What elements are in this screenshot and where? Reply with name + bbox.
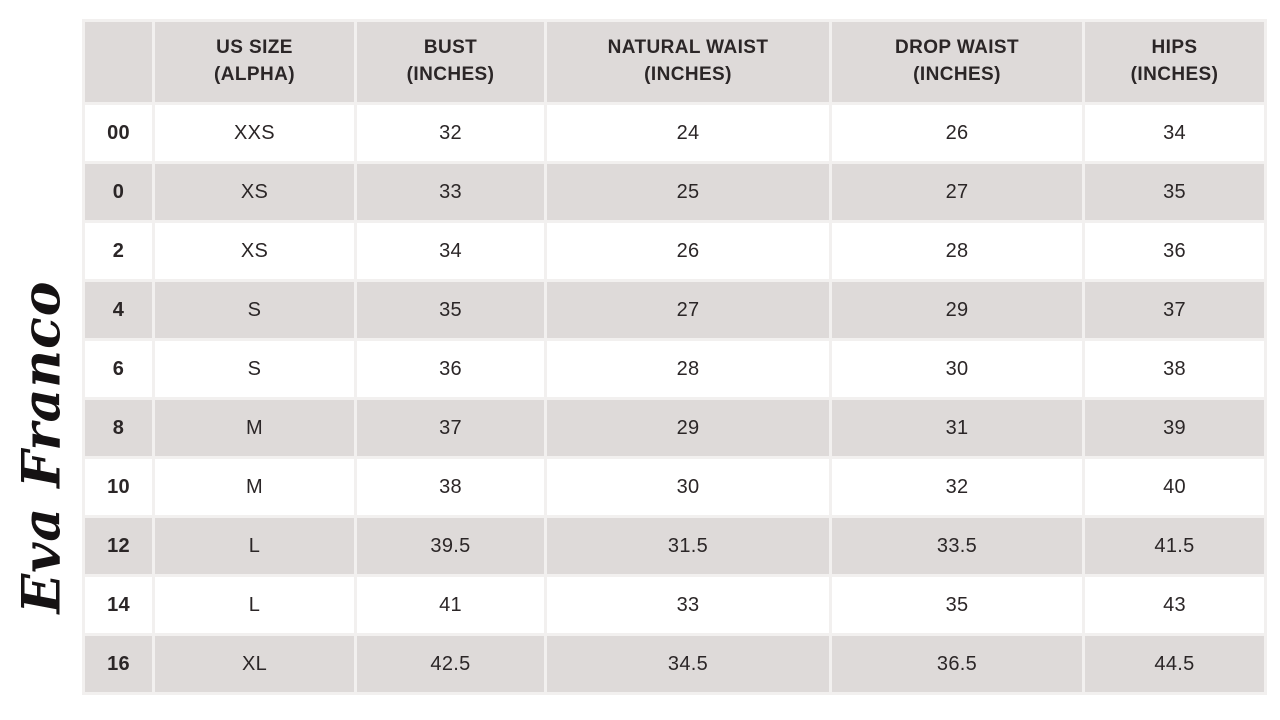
- table-row: 14 L 41 33 35 43: [85, 577, 1264, 633]
- cell-drop-waist: 35: [832, 577, 1082, 633]
- cell-bust: 42.5: [357, 636, 544, 692]
- cell-bust: 41: [357, 577, 544, 633]
- cell-hips: 35: [1085, 164, 1264, 220]
- table-row: 0 XS 33 25 27 35: [85, 164, 1264, 220]
- cell-us-numeric: 14: [85, 577, 152, 633]
- header-row: US SIZE (ALPHA) BUST (INCHES) NATURAL WAIS…: [85, 22, 1264, 102]
- cell-natural-waist: 28: [547, 341, 829, 397]
- cell-us-alpha: XS: [155, 223, 354, 279]
- cell-us-alpha: S: [155, 282, 354, 338]
- cell-drop-waist: 28: [832, 223, 1082, 279]
- cell-us-alpha: XS: [155, 164, 354, 220]
- cell-bust: 37: [357, 400, 544, 456]
- cell-us-numeric: 6: [85, 341, 152, 397]
- table-row: 6 S 36 28 30 38: [85, 341, 1264, 397]
- cell-hips: 41.5: [1085, 518, 1264, 574]
- table-row: 16 XL 42.5 34.5 36.5 44.5: [85, 636, 1264, 692]
- cell-bust: 34: [357, 223, 544, 279]
- cell-drop-waist: 33.5: [832, 518, 1082, 574]
- cell-natural-waist: 30: [547, 459, 829, 515]
- cell-natural-waist: 25: [547, 164, 829, 220]
- cell-us-numeric: 00: [85, 105, 152, 161]
- cell-bust: 33: [357, 164, 544, 220]
- column-header-us-numeric: [85, 22, 152, 102]
- cell-us-alpha: M: [155, 459, 354, 515]
- eva-franco-logo: Eva Franco: [12, 281, 73, 614]
- cell-natural-waist: 31.5: [547, 518, 829, 574]
- cell-hips: 36: [1085, 223, 1264, 279]
- cell-hips: 34: [1085, 105, 1264, 161]
- eva-franco-logo-text: Eva Franco: [11, 280, 73, 614]
- cell-natural-waist: 29: [547, 400, 829, 456]
- column-header-natural-waist: NATURAL WAIST (INCHES): [547, 22, 829, 102]
- column-header-us-alpha: US SIZE (ALPHA): [155, 22, 354, 102]
- cell-us-numeric: 10: [85, 459, 152, 515]
- cell-us-numeric: 16: [85, 636, 152, 692]
- cell-hips: 44.5: [1085, 636, 1264, 692]
- table-row: 2 XS 34 26 28 36: [85, 223, 1264, 279]
- cell-bust: 38: [357, 459, 544, 515]
- cell-hips: 40: [1085, 459, 1264, 515]
- table-head: US SIZE (ALPHA) BUST (INCHES) NATURAL WAIS…: [85, 22, 1264, 102]
- cell-hips: 38: [1085, 341, 1264, 397]
- cell-natural-waist: 34.5: [547, 636, 829, 692]
- cell-drop-waist: 27: [832, 164, 1082, 220]
- cell-drop-waist: 26: [832, 105, 1082, 161]
- table-row: 10 M 38 30 32 40: [85, 459, 1264, 515]
- cell-bust: 39.5: [357, 518, 544, 574]
- cell-hips: 43: [1085, 577, 1264, 633]
- column-header-drop-waist: DROP WAIST (INCHES): [832, 22, 1082, 102]
- size-chart-table: US SIZE (ALPHA) BUST (INCHES) NATURAL WAIS…: [82, 19, 1267, 695]
- cell-drop-waist: 36.5: [832, 636, 1082, 692]
- cell-us-alpha: L: [155, 518, 354, 574]
- table-row: 4 S 35 27 29 37: [85, 282, 1264, 338]
- cell-hips: 37: [1085, 282, 1264, 338]
- cell-us-alpha: XL: [155, 636, 354, 692]
- table-row: 00 XXS 32 24 26 34: [85, 105, 1264, 161]
- cell-us-alpha: L: [155, 577, 354, 633]
- cell-bust: 35: [357, 282, 544, 338]
- cell-drop-waist: 31: [832, 400, 1082, 456]
- cell-hips: 39: [1085, 400, 1264, 456]
- column-header-hips: HIPS (INCHES): [1085, 22, 1264, 102]
- cell-us-numeric: 4: [85, 282, 152, 338]
- cell-us-alpha: XXS: [155, 105, 354, 161]
- cell-natural-waist: 33: [547, 577, 829, 633]
- cell-drop-waist: 32: [832, 459, 1082, 515]
- cell-us-alpha: M: [155, 400, 354, 456]
- cell-natural-waist: 27: [547, 282, 829, 338]
- cell-natural-waist: 26: [547, 223, 829, 279]
- cell-us-numeric: 12: [85, 518, 152, 574]
- cell-drop-waist: 29: [832, 282, 1082, 338]
- table-row: 8 M 37 29 31 39: [85, 400, 1264, 456]
- column-header-bust: BUST (INCHES): [357, 22, 544, 102]
- table-body: 00 XXS 32 24 26 34 0 XS 33 25 27 35 2 XS 34 26 28 36 4 S 35 2…: [85, 105, 1264, 692]
- cell-us-numeric: 2: [85, 223, 152, 279]
- cell-us-numeric: 0: [85, 164, 152, 220]
- cell-drop-waist: 30: [832, 341, 1082, 397]
- cell-us-numeric: 8: [85, 400, 152, 456]
- cell-bust: 36: [357, 341, 544, 397]
- cell-natural-waist: 24: [547, 105, 829, 161]
- table-row: 12 L 39.5 31.5 33.5 41.5: [85, 518, 1264, 574]
- cell-bust: 32: [357, 105, 544, 161]
- cell-us-alpha: S: [155, 341, 354, 397]
